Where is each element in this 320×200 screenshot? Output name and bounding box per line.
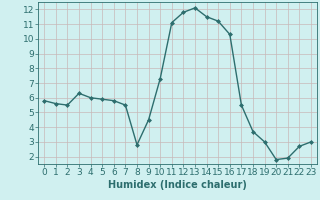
X-axis label: Humidex (Indice chaleur): Humidex (Indice chaleur) [108,180,247,190]
